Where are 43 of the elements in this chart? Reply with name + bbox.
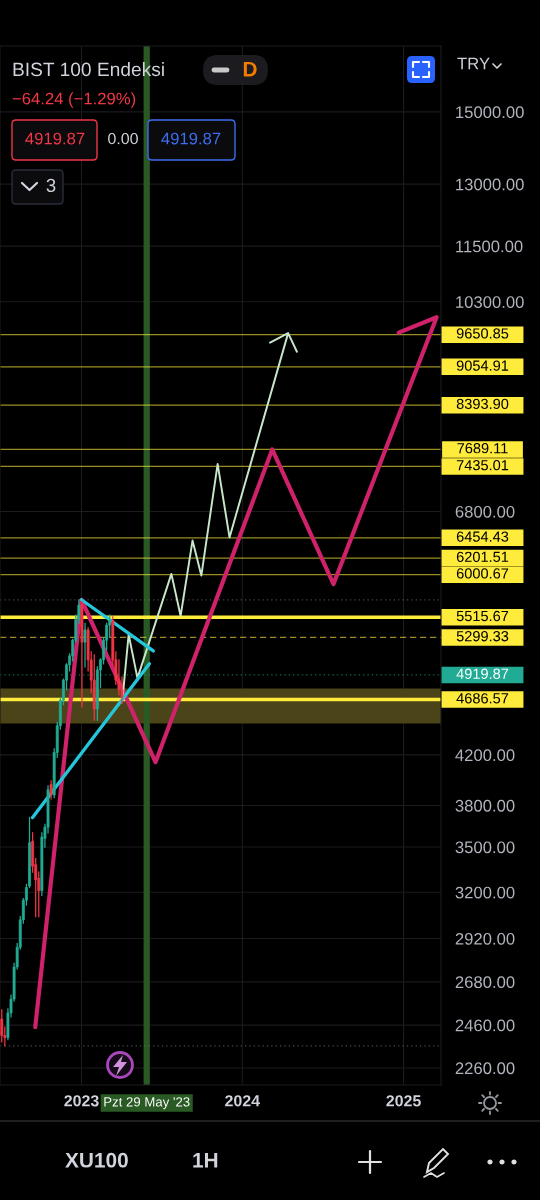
ref-line-label: 9650.85 [456,328,509,339]
x-tick-label: 2023 [64,1095,99,1107]
ref-line-label: 6454.43 [456,531,509,542]
candlestick [49,780,53,800]
ref-line-label: 4686.57 [456,693,509,704]
y-tick-label: 15000.00 [456,106,524,119]
ref-line-label: 7689.11 [457,443,508,454]
x-tick-label: 2024 [225,1095,260,1107]
y-tick-label: 2460.00 [455,1019,515,1032]
y-tick-label: 4200.00 [455,749,515,762]
text: BIST 100 Endeksi [13,62,164,77]
y-tick-label: 13000.00 [456,178,524,191]
ref-line-label: 6201.51 [456,551,509,562]
ref-line-label: 8393.90 [456,398,509,410]
text: 1H [193,1153,218,1168]
annotation: D [243,62,257,77]
annotation: 3 [46,178,56,193]
line-series [33,315,439,1030]
y-tick-label: 2920.00 [455,932,515,945]
y-tick-label: 2260.00 [455,1062,515,1075]
ref-line-label: 6000.67 [456,568,509,579]
ref-line-label: 4919.87 [456,668,509,679]
candlestick [83,622,87,668]
ref-line-label: 5299.33 [456,631,509,642]
y-tick-label: 2680.00 [455,976,515,989]
y-tick-label: 3500.00 [455,841,515,854]
y-tick-label: 6800.00 [455,505,515,518]
annotation: 4919.87 [161,132,221,145]
y-tick-label: 10300.00 [456,296,524,308]
candlestick [0,1009,4,1043]
y-tick-label: 3800.00 [455,799,515,812]
ref-line-label: 5515.67 [456,610,509,622]
y-tick-label: 11500.00 [456,240,523,253]
text: −64.24 (−1.29%) [12,92,136,108]
text: TRY [457,57,490,70]
ref-line-label: 9054.91 [456,360,509,371]
annotation: 0.00 [108,132,138,145]
x-tick-label: 2025 [386,1095,421,1107]
annotation: 4919.87 [25,132,85,145]
y-tick-label: 3200.00 [455,886,515,899]
text: XU100 [65,1152,128,1168]
ref-line-label: Pzt 29 May '23 [104,1097,190,1110]
ref-line-label: 7435.01 [456,460,509,471]
